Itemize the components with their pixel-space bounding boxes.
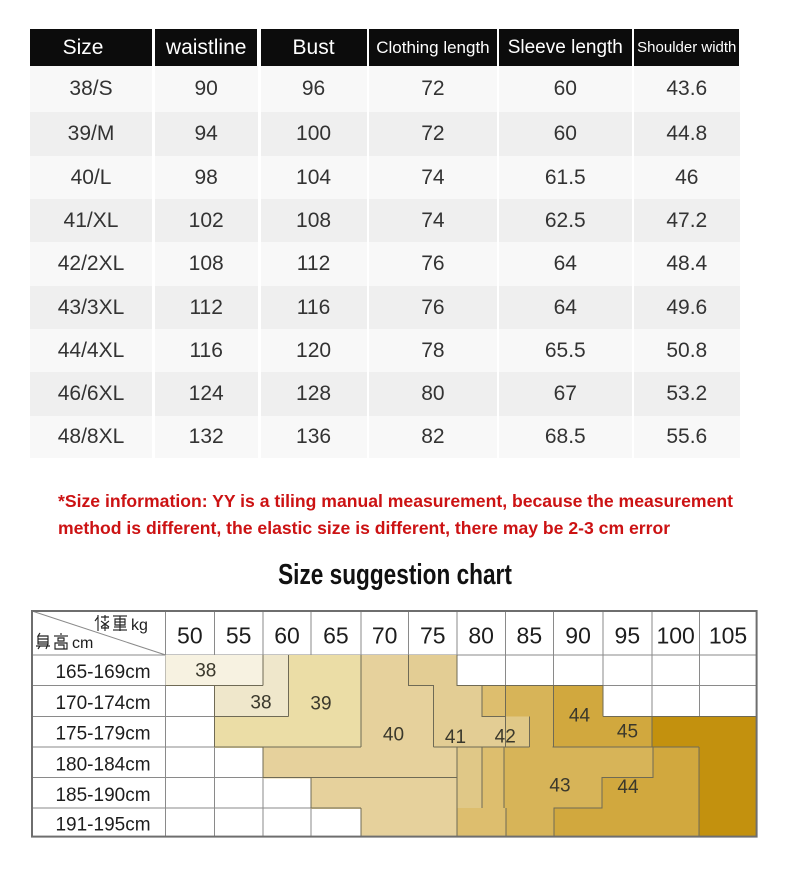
svg-text:38: 38 [250,693,271,714]
svg-text:85: 85 [517,622,543,648]
svg-text:42: 42 [495,726,516,747]
svg-text:80: 80 [468,622,494,648]
svg-text:44: 44 [569,706,591,727]
svg-text:65: 65 [323,622,349,648]
svg-text:50: 50 [177,622,203,648]
svg-text:90: 90 [565,622,591,648]
svg-text:43: 43 [549,776,570,797]
svg-text:60: 60 [274,622,300,648]
svg-text:kg: kg [131,617,148,634]
svg-text:41: 41 [445,727,466,748]
svg-text:165-169cm: 165-169cm [55,662,150,683]
svg-text:75: 75 [420,622,446,648]
svg-text:45: 45 [617,722,638,743]
svg-text:191-195cm: 191-195cm [55,814,150,835]
svg-text:185-190cm: 185-190cm [55,785,150,806]
svg-text:38: 38 [195,661,216,682]
svg-text:95: 95 [615,622,641,648]
svg-text:105: 105 [709,622,747,648]
svg-text:40: 40 [383,725,404,746]
svg-text:cm: cm [72,635,93,652]
svg-text:55: 55 [226,622,252,648]
svg-text:100: 100 [656,622,694,648]
svg-text:44: 44 [617,777,639,798]
svg-text:180-184cm: 180-184cm [55,754,150,775]
svg-text:70: 70 [372,622,398,648]
svg-text:175-179cm: 175-179cm [55,724,150,745]
svg-text:170-174cm: 170-174cm [55,693,150,714]
svg-text:39: 39 [310,694,331,715]
